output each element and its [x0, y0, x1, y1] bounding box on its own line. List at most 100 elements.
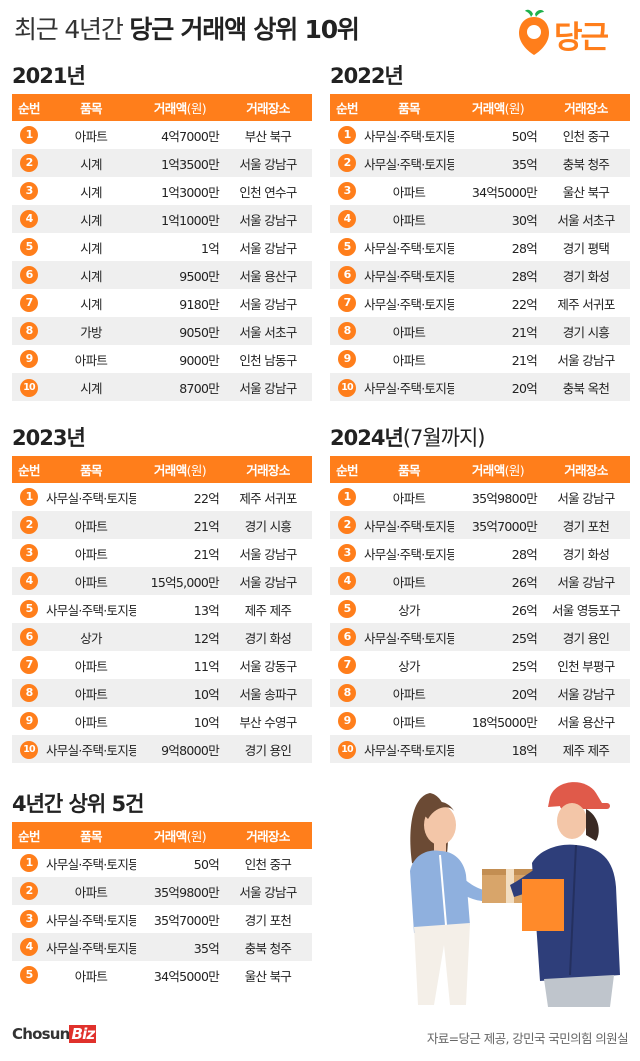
location-cell: 서울 강남구	[239, 380, 297, 396]
location-cell: 제주 서귀포	[239, 490, 297, 506]
table-row: 2 아파트 21억 경기 시흥	[12, 511, 312, 539]
item-cell: 사무실·주택·토지등	[46, 940, 136, 956]
rank-badge: 9	[338, 712, 356, 730]
location-cell: 경기 포천	[244, 912, 292, 928]
ranking-table: 순번 품목 거래액(원) 거래장소 1 아파트 4억7000만 부산 북구 2 시계 1억3500만…	[12, 94, 312, 401]
rank-cell: 7	[12, 651, 46, 679]
rank-cell: 5	[330, 233, 364, 261]
item-cell: 사무실·주택·토지등	[364, 240, 454, 256]
rank-cell: 3	[330, 539, 364, 567]
rank-badge: 3	[20, 182, 38, 200]
amount-cell: 9180만	[179, 296, 220, 312]
location-cell: 충북 청주	[244, 940, 292, 956]
rank-cell: 4	[12, 205, 46, 233]
location-cell: 제주 제주	[562, 742, 610, 758]
page-title: 최근 4년간 당근 거래액 상위 10위	[14, 10, 360, 46]
table-row: 3 시계 1억3000만 인천 연수구	[12, 177, 312, 205]
header-rank: 순번	[18, 463, 40, 478]
rank-badge: 4	[20, 938, 38, 956]
logo-chosun: Chosun	[12, 1025, 70, 1043]
rank-badge: 9	[20, 350, 38, 368]
table-row: 8 가방 9050만 서울 서초구	[12, 317, 312, 345]
amount-cell: 50억	[193, 856, 220, 872]
amount-cell: 35억	[511, 156, 538, 172]
table-block-2023: 2023년 순번 품목 거래액(원) 거래장소 1 사무실·주택·토지등 22억 제주 서귀포 2…	[12, 422, 312, 763]
rank-cell: 8	[12, 679, 46, 707]
courier-figure	[510, 782, 620, 1007]
table-row: 6 사무실·주택·토지등 25억 경기 용인	[330, 623, 630, 651]
rank-badge: 5	[338, 600, 356, 618]
amount-cell: 50억	[511, 128, 538, 144]
item-cell: 아파트	[74, 352, 108, 368]
item-cell: 상가	[80, 630, 102, 646]
table-row: 10 사무실·주택·토지등 18억 제주 제주	[330, 735, 630, 763]
rank-badge: 5	[20, 966, 38, 984]
item-cell: 가방	[80, 324, 102, 340]
rank-cell: 5	[12, 233, 46, 261]
location-cell: 경기 용인	[244, 742, 292, 758]
rank-cell: 8	[330, 679, 364, 707]
item-cell: 아파트	[392, 352, 426, 368]
rank-cell: 9	[12, 345, 46, 373]
item-cell: 사무실·주택·토지등	[364, 630, 454, 646]
header-location: 거래장소	[564, 463, 608, 478]
rank-badge: 1	[338, 488, 356, 506]
rank-badge: 1	[338, 126, 356, 144]
rank-cell: 9	[330, 707, 364, 735]
rank-cell: 9	[12, 707, 46, 735]
item-cell: 사무실·주택·토지등	[46, 912, 136, 928]
rank-badge: 2	[20, 154, 38, 172]
rank-badge: 5	[338, 238, 356, 256]
location-cell: 경기 시흥	[562, 324, 610, 340]
ranking-table: 순번 품목 거래액(원) 거래장소 1 아파트 35억9800만 서울 강남구 2 사무실·주택·…	[330, 456, 630, 763]
amount-cell: 8700만	[179, 380, 220, 396]
table-row: 8 아파트 21억 경기 시흥	[330, 317, 630, 345]
amount-cell: 28억	[511, 546, 538, 562]
table-row: 8 아파트 10억 서울 송파구	[12, 679, 312, 707]
table-row: 7 사무실·주택·토지등 22억 제주 서귀포	[330, 289, 630, 317]
logo-biz: Biz	[69, 1025, 97, 1043]
header-amount: 거래액(원)	[454, 94, 542, 121]
header-item: 품목	[398, 463, 420, 478]
amount-cell: 35억	[193, 940, 220, 956]
table-row: 9 아파트 10억 부산 수영구	[12, 707, 312, 735]
table-row: 5 사무실·주택·토지등 13억 제주 제주	[12, 595, 312, 623]
page-title-bold: 당근 거래액 상위 10위	[129, 15, 360, 44]
rank-cell: 2	[12, 149, 46, 177]
rank-cell: 10	[12, 735, 46, 763]
rank-badge: 7	[338, 294, 356, 312]
table-row: 4 시계 1억1000만 서울 강남구	[12, 205, 312, 233]
amount-cell: 1억1000만	[161, 212, 220, 228]
rank-cell: 4	[12, 933, 46, 961]
item-cell: 시계	[80, 184, 102, 200]
rank-badge: 9	[338, 350, 356, 368]
header-amount-unit: (원)	[504, 463, 525, 478]
amount-cell: 25억	[511, 630, 538, 646]
location-cell: 서울 강남구	[239, 156, 297, 172]
rank-badge: 7	[338, 656, 356, 674]
table-block-top5: 4년간 상위 5건 순번 품목 거래액(원) 거래장소 1 사무실·주택·토지등 50억 인천 …	[12, 788, 312, 989]
table-title: 4년간 상위 5건	[12, 788, 312, 822]
header-amount: 거래액(원)	[136, 822, 224, 849]
rank-cell: 10	[330, 735, 364, 763]
rank-badge: 4	[338, 210, 356, 228]
header-amount: 거래액(원)	[454, 456, 542, 483]
item-cell: 아파트	[74, 574, 108, 590]
amount-cell: 20억	[511, 686, 538, 702]
location-cell: 경기 포천	[562, 518, 610, 534]
rank-cell: 1	[330, 483, 364, 511]
amount-cell: 34억5000만	[471, 184, 538, 200]
ranking-table: 순번 품목 거래액(원) 거래장소 1 사무실·주택·토지등 50억 인천 중구 2 아파트 35억…	[12, 822, 312, 989]
item-cell: 아파트	[74, 686, 108, 702]
amount-cell: 22억	[511, 296, 538, 312]
item-cell: 시계	[80, 380, 102, 396]
location-cell: 서울 서초구	[239, 324, 297, 340]
header-location: 거래장소	[246, 829, 290, 844]
carrot-icon	[519, 9, 549, 55]
amount-cell: 28억	[511, 240, 538, 256]
table-row: 10 시계 8700만 서울 강남구	[12, 373, 312, 401]
table-block-2021: 2021년 순번 품목 거래액(원) 거래장소 1 아파트 4억7000만 부산 북구 2 시계 1억…	[12, 60, 312, 401]
item-cell: 아파트	[392, 574, 426, 590]
item-cell: 아파트	[74, 128, 108, 144]
table-row: 9 아파트 21억 서울 강남구	[330, 345, 630, 373]
